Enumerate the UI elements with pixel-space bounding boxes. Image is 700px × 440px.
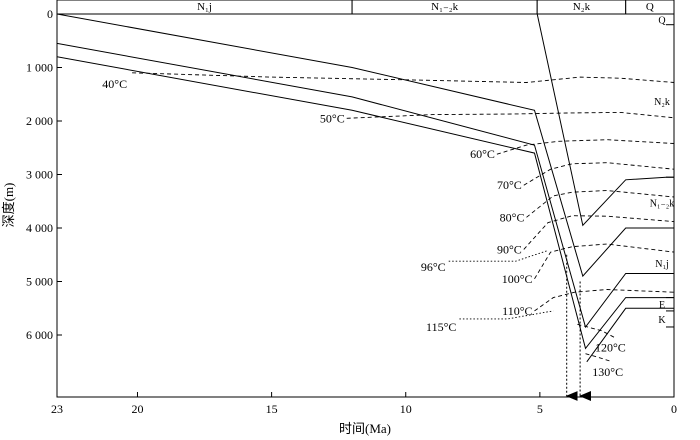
isotherm-label: 110°C <box>502 304 532 318</box>
plot-frame <box>56 13 675 398</box>
right-stratum-label: Q <box>658 15 666 26</box>
y-tick-label: 2 000 <box>26 114 53 128</box>
right-stratum-label: E <box>659 300 665 311</box>
isotherm-line <box>577 323 616 339</box>
isotherm-line <box>132 72 675 83</box>
burial-curve <box>586 307 674 363</box>
burial-curves-layer <box>57 14 674 363</box>
isotherm-line <box>585 353 613 363</box>
top-stratum-label: N₁j <box>197 1 212 13</box>
right-stratum-label: N₁j <box>655 259 669 270</box>
isotherm-label: 96°C <box>421 260 446 274</box>
strata-layer: N₁j N₁₋₂k N₂k QQ N₂k N₁₋₂k N₁j EK <box>56 0 675 328</box>
isotherm-line <box>526 190 675 218</box>
isotherm-label: 115°C <box>426 320 456 334</box>
right-stratum-label: K <box>658 315 666 326</box>
burial-curve <box>57 42 674 329</box>
isotherm-line <box>496 139 675 155</box>
y-tick-label: 1 000 <box>26 61 53 75</box>
burial-curve <box>57 56 674 350</box>
top-stratum-label: N₁₋₂k <box>431 1 458 13</box>
isotherm-label: 80°C <box>500 210 525 224</box>
x-axis-label: 时间(Ma) <box>339 421 391 436</box>
x-tick-label: 23 <box>51 402 63 416</box>
y-tick-label: 6 000 <box>26 328 53 342</box>
isotherm-line <box>346 111 675 119</box>
isotherm-label: 90°C <box>497 242 522 256</box>
isotherm-label: 70°C <box>497 178 522 192</box>
right-stratum-label: N₂k <box>654 97 670 108</box>
isotherm-line <box>448 250 549 262</box>
y-axis-label: 深度(m) <box>1 183 16 228</box>
isotherm-label: 100°C <box>502 272 533 286</box>
x-tick-label: 10 <box>400 402 412 416</box>
top-stratum-label: N₂k <box>573 1 591 13</box>
y-tick-label: 4 000 <box>26 221 53 235</box>
isotherm-label: 130°C <box>592 365 623 379</box>
axes-layer: 23 20 15 10 5 0 0 1 000 2 000 3 000 4 000 5 000 6 00… <box>26 7 677 416</box>
isotherm-label: 40°C <box>102 77 127 91</box>
isotherm-line <box>523 215 675 250</box>
y-tick-label: 3 000 <box>26 168 53 182</box>
isotherm-line <box>523 162 675 186</box>
y-tick-label: 5 000 <box>26 275 53 289</box>
x-tick-label: 5 <box>537 402 543 416</box>
x-tick-label: 0 <box>671 402 677 416</box>
burial-curve <box>536 14 674 227</box>
x-tick-label: 20 <box>131 402 143 416</box>
isotherm-line <box>534 289 675 312</box>
isotherms-layer: 40°C 50°C 60°C 70°C 80°C 90°C 96°C 100°C 110°C 11… <box>102 72 675 401</box>
burial-curve <box>57 14 674 278</box>
top-stratum-label: Q <box>646 1 654 13</box>
isotherm-label: 50°C <box>320 111 345 125</box>
x-tick-label: 15 <box>266 402 278 416</box>
isotherm-label: 60°C <box>470 147 495 161</box>
isotherm-label: 120°C <box>595 341 626 355</box>
right-stratum-label: N₁₋₂k <box>650 199 674 210</box>
y-tick-label: 0 <box>47 7 53 21</box>
